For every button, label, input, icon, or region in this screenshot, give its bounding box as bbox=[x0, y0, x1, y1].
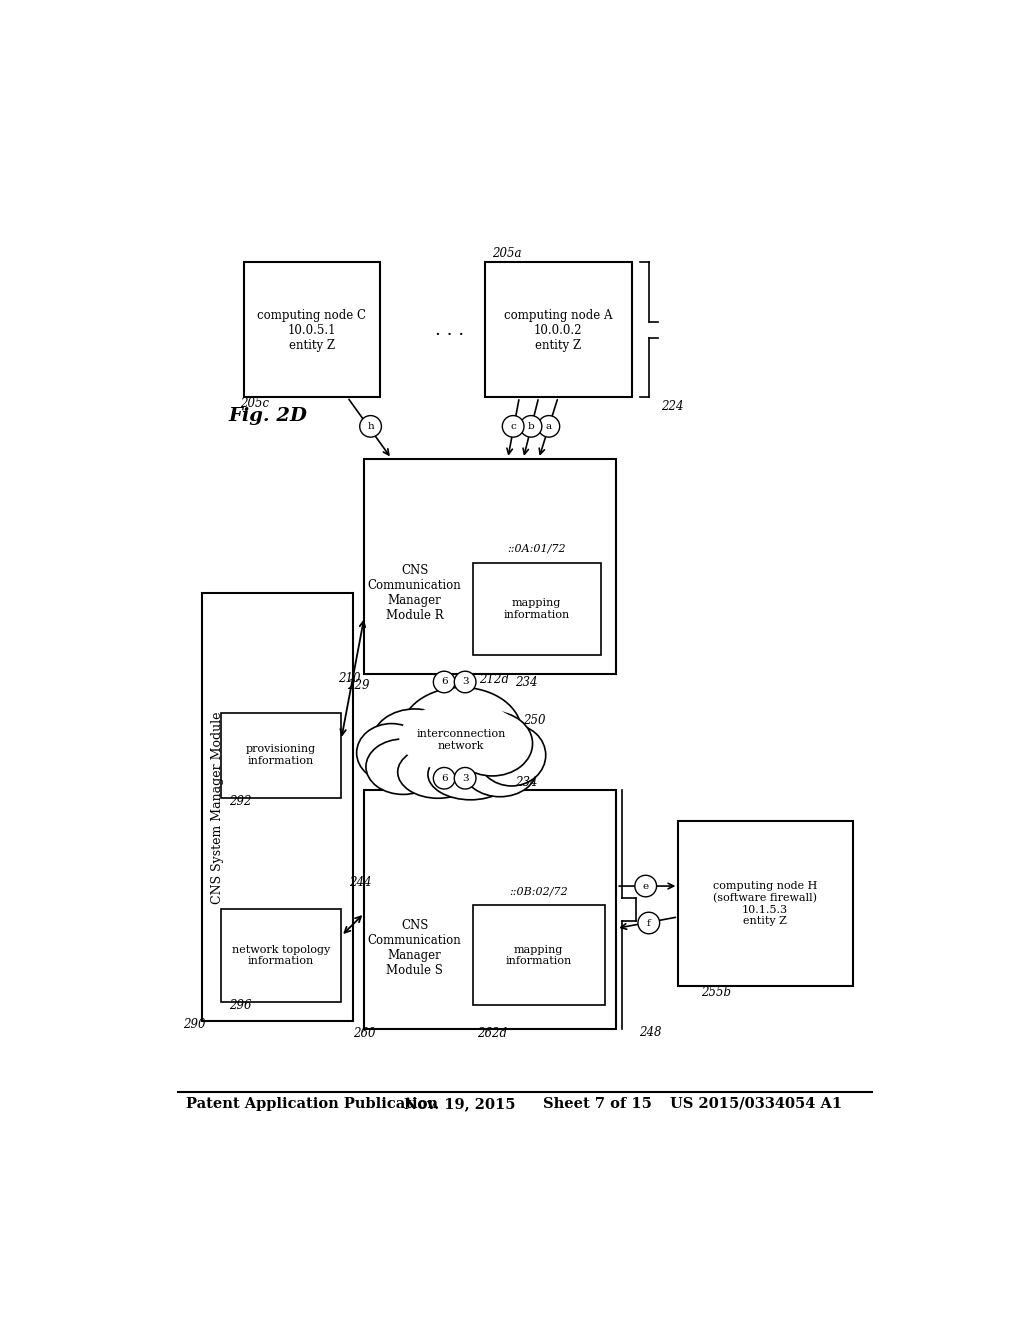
Text: CNS
Communication
Manager
Module S: CNS Communication Manager Module S bbox=[368, 919, 462, 977]
Ellipse shape bbox=[463, 739, 538, 797]
Bar bbox=[365, 459, 616, 675]
Text: ::0B:02/72: ::0B:02/72 bbox=[509, 887, 568, 896]
Bar bbox=[484, 263, 632, 397]
Ellipse shape bbox=[356, 723, 426, 781]
Text: CNS System Manager Module: CNS System Manager Module bbox=[211, 711, 223, 904]
Ellipse shape bbox=[397, 746, 478, 799]
Text: 262d: 262d bbox=[477, 1027, 507, 1040]
Text: 6: 6 bbox=[441, 774, 447, 783]
Circle shape bbox=[433, 767, 455, 789]
Text: computing node H
(software firewall)
10.1.5.3
entity Z: computing node H (software firewall) 10.… bbox=[713, 882, 817, 927]
Text: ::0A:01/72: ::0A:01/72 bbox=[507, 544, 565, 554]
Ellipse shape bbox=[366, 739, 440, 795]
Bar bbox=[473, 562, 601, 655]
Text: h: h bbox=[368, 422, 374, 430]
Bar bbox=[365, 789, 616, 1028]
Text: 3: 3 bbox=[462, 774, 468, 783]
Text: 292: 292 bbox=[228, 795, 251, 808]
Text: f: f bbox=[647, 919, 650, 928]
Text: . . .: . . . bbox=[435, 321, 464, 339]
Circle shape bbox=[359, 416, 381, 437]
Ellipse shape bbox=[372, 709, 458, 774]
Bar bbox=[221, 713, 341, 797]
Bar bbox=[473, 906, 604, 1006]
Ellipse shape bbox=[400, 688, 521, 776]
Text: network topology
information: network topology information bbox=[231, 945, 330, 966]
Text: 229: 229 bbox=[346, 680, 369, 693]
Ellipse shape bbox=[428, 748, 513, 800]
Circle shape bbox=[520, 416, 542, 437]
Text: mapping
information: mapping information bbox=[506, 945, 571, 966]
Text: 296: 296 bbox=[228, 999, 251, 1012]
Bar bbox=[245, 263, 380, 397]
Text: 250: 250 bbox=[523, 714, 546, 727]
Text: 260: 260 bbox=[352, 1027, 375, 1040]
Text: computing node C
10.0.5.1
entity Z: computing node C 10.0.5.1 entity Z bbox=[257, 309, 367, 351]
Text: e: e bbox=[643, 882, 649, 891]
Text: 234: 234 bbox=[515, 776, 538, 788]
Text: computing node A
10.0.0.2
entity Z: computing node A 10.0.0.2 entity Z bbox=[504, 309, 612, 351]
Text: Nov. 19, 2015: Nov. 19, 2015 bbox=[403, 1097, 515, 1111]
Text: mapping
information: mapping information bbox=[504, 598, 569, 619]
Text: b: b bbox=[527, 422, 535, 430]
Circle shape bbox=[433, 671, 455, 693]
Circle shape bbox=[455, 767, 476, 789]
Text: 205c: 205c bbox=[241, 397, 269, 409]
Text: 224: 224 bbox=[662, 400, 684, 413]
Bar bbox=[221, 909, 341, 1002]
Text: Sheet 7 of 15: Sheet 7 of 15 bbox=[544, 1097, 652, 1111]
Circle shape bbox=[638, 912, 659, 933]
Ellipse shape bbox=[399, 702, 523, 772]
Text: 205a: 205a bbox=[493, 247, 522, 260]
Text: Fig. 2D: Fig. 2D bbox=[228, 408, 307, 425]
Circle shape bbox=[455, 671, 476, 693]
Text: 210: 210 bbox=[338, 672, 360, 685]
Text: 234: 234 bbox=[515, 676, 538, 689]
Circle shape bbox=[503, 416, 524, 437]
Text: c: c bbox=[510, 422, 516, 430]
Text: 244: 244 bbox=[349, 875, 372, 888]
Text: US 2015/0334054 A1: US 2015/0334054 A1 bbox=[671, 1097, 843, 1111]
Text: 6: 6 bbox=[441, 677, 447, 686]
Text: CNS
Communication
Manager
Module R: CNS Communication Manager Module R bbox=[368, 565, 462, 623]
Ellipse shape bbox=[477, 725, 546, 785]
Text: 255b: 255b bbox=[701, 986, 731, 999]
Text: 248: 248 bbox=[640, 1026, 662, 1039]
Bar bbox=[202, 594, 352, 1020]
Text: provisioning
information: provisioning information bbox=[246, 744, 315, 766]
Text: interconnection
network: interconnection network bbox=[417, 729, 506, 751]
Circle shape bbox=[635, 875, 656, 896]
Text: 3: 3 bbox=[462, 677, 468, 686]
Text: 212d: 212d bbox=[479, 673, 509, 686]
Ellipse shape bbox=[452, 711, 532, 776]
Text: Patent Application Publication: Patent Application Publication bbox=[186, 1097, 438, 1111]
Bar bbox=[678, 821, 853, 986]
Text: a: a bbox=[546, 422, 552, 430]
Circle shape bbox=[538, 416, 560, 437]
Text: 290: 290 bbox=[183, 1018, 206, 1031]
